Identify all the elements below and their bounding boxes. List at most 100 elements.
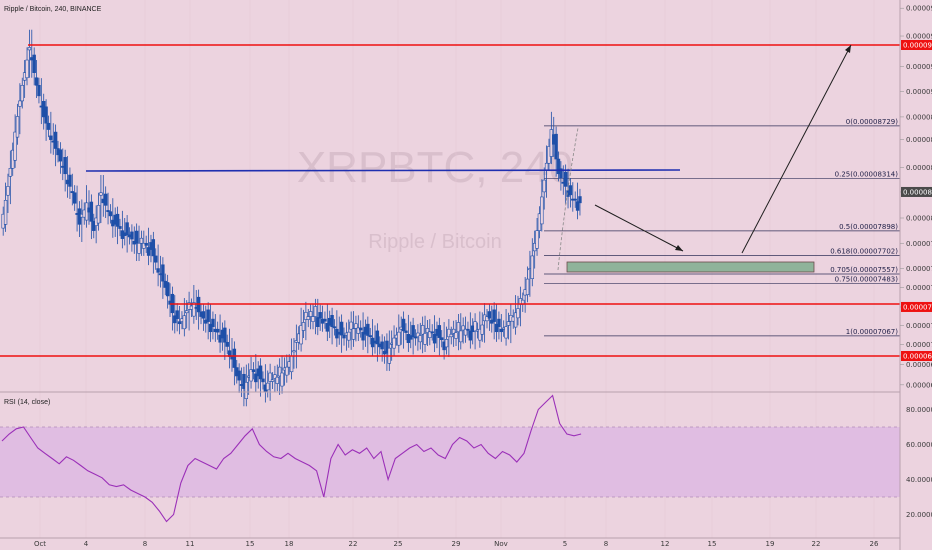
candle-body: [139, 237, 144, 244]
price-tick-label: 0.00009000: [906, 88, 932, 96]
candles: [1, 29, 582, 407]
time-tick-label: Oct: [34, 540, 46, 548]
resistance-line-blue[interactable]: [85, 169, 681, 172]
candle-body: [156, 268, 160, 273]
candle-body: [313, 306, 318, 317]
candle-body: [454, 332, 458, 339]
candle-body: [385, 340, 389, 354]
candle-body: [218, 334, 222, 343]
candle-body: [468, 330, 473, 341]
price-tick-label: 0.00008620: [906, 136, 932, 144]
candle-body: [330, 315, 334, 327]
price-label-box: [901, 351, 932, 361]
candle-body: [416, 332, 420, 338]
candle-body: [273, 374, 277, 379]
candle-body: [277, 366, 282, 377]
candle-body: [356, 327, 361, 334]
candle-body: [499, 328, 504, 333]
candle-body: [280, 372, 284, 387]
candle-body: [428, 331, 432, 338]
candle-body: [404, 330, 408, 333]
time-tick-label: 15: [708, 540, 717, 548]
arrow-down-line[interactable]: [594, 204, 684, 252]
price-tick-label: 0.00006840: [906, 361, 932, 369]
candle-body: [466, 328, 470, 331]
candle-body: [44, 106, 48, 124]
symbol-title[interactable]: Ripple / Bitcoin, 240, BINANCE: [4, 6, 102, 13]
candle-body: [144, 242, 148, 246]
candle-body: [103, 193, 108, 206]
watermark-ticker: XRPBTC, 240: [297, 143, 573, 192]
projection-arrows[interactable]: [557, 44, 852, 271]
price-tick-label: 0.00009660: [906, 5, 932, 13]
candle-body: [525, 278, 530, 295]
candle-body: [72, 192, 77, 204]
rsi-tick-label: 80.0000: [906, 406, 932, 414]
candle-body: [115, 213, 120, 227]
demand-zone[interactable]: [566, 261, 815, 273]
price-labels: 0.00009369 0.00008206 0.00007296 0.00006908: [901, 40, 932, 361]
time-tick-label: 26: [870, 540, 879, 548]
candle-body: [244, 381, 248, 400]
time-axis[interactable]: Oct 4 8 11 15 18 22 25 29 Nov 5 8 12 15 19 22 26: [34, 540, 879, 548]
candle-body: [32, 54, 36, 73]
price-tick-label: 0.00007000: [906, 341, 932, 349]
candle-body: [13, 131, 17, 161]
candle-body: [463, 328, 468, 336]
candle-body: [397, 331, 401, 346]
candle-body: [118, 226, 122, 229]
candle-body: [354, 323, 358, 329]
price-tick-label: 0.00009200: [906, 63, 932, 71]
rsi-axis[interactable]: 80.0000 60.0000 40.0000 20.0000: [906, 406, 932, 519]
candle-body: [266, 382, 270, 391]
rsi-tick-label: 40.0000: [906, 476, 932, 484]
candle-body: [161, 264, 165, 282]
candle-body: [573, 198, 577, 201]
candle-body: [349, 321, 353, 330]
candle-body: [37, 85, 41, 97]
price-tick-label: 0.00008400: [906, 164, 932, 172]
rsi-band: [0, 427, 900, 497]
time-tick-label: 22: [349, 540, 358, 548]
candle-body: [20, 85, 24, 102]
price-tick-label: 0.00006680: [906, 381, 932, 389]
price-tick-label: 0.00007600: [906, 265, 932, 273]
arrow-down-head: [675, 245, 683, 251]
candle-body: [242, 373, 246, 389]
arrow-up-line[interactable]: [741, 44, 852, 254]
candle-body: [506, 321, 511, 326]
candle-body: [530, 255, 534, 279]
candle-body: [125, 222, 129, 236]
candle-body: [249, 369, 253, 382]
candle-body: [492, 309, 496, 322]
candle-body: [306, 316, 310, 320]
candle-body: [556, 158, 561, 175]
price-tick-label: 0.00007150: [906, 322, 932, 330]
candle-body: [261, 378, 265, 383]
candle-body: [325, 323, 330, 332]
candle-body: [185, 310, 189, 314]
price-label-text: 0.00009369: [903, 42, 932, 50]
candle-body: [258, 365, 263, 380]
fib-level-label: 0.75(0.00007483): [835, 275, 899, 283]
candle-body: [308, 311, 313, 317]
candle-body: [323, 318, 327, 322]
candle-body: [63, 157, 67, 175]
candle-body: [25, 59, 29, 79]
candle-body: [58, 149, 63, 162]
rsi-title[interactable]: RSI (14, close): [4, 399, 50, 406]
fibonacci-retracement[interactable]: 0(0.00008729) 0.25(0.00008314) 0.5(0.00007…: [544, 118, 900, 337]
candle-body: [225, 341, 229, 347]
price-label-box: [901, 301, 932, 312]
candle-body: [311, 316, 315, 322]
candle-body: [568, 185, 573, 196]
candle-body: [366, 323, 370, 336]
candle-body: [6, 186, 10, 196]
candle-body: [92, 221, 96, 231]
fib-level-label: 0.705(0.00007557): [830, 266, 898, 274]
fib-level-label: 0.5(0.00007898): [839, 223, 898, 231]
candle-body: [544, 162, 549, 171]
candle-body: [497, 318, 501, 327]
candle-body: [559, 168, 563, 179]
